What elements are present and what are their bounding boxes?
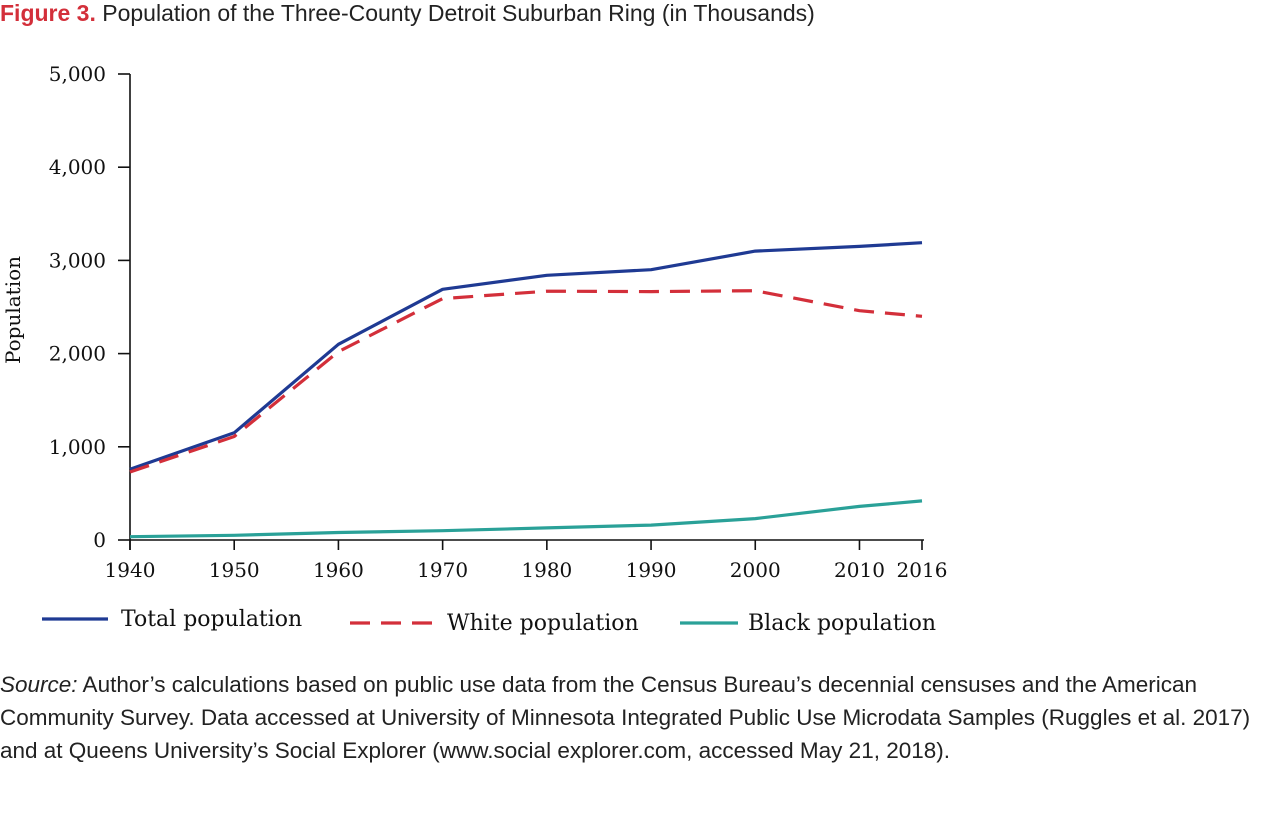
series-line-0 — [129, 241, 923, 471]
source-note: Source: Author’s calculations based on p… — [0, 668, 1278, 767]
y-axis-title: Population — [1, 256, 25, 364]
y-tick-label: 0 — [93, 528, 106, 552]
figure-title: Figure 3. Population of the Three-County… — [0, 0, 815, 27]
legend-label: White population — [447, 611, 639, 636]
source-prefix: Source: — [0, 672, 78, 697]
legend-label: Total population — [121, 607, 302, 632]
figure-label: Figure 3. — [0, 0, 96, 26]
x-tick-label: 1940 — [105, 558, 156, 582]
x-tick-label: 2016 — [897, 558, 948, 582]
source-text: Author’s calculations based on public us… — [0, 672, 1251, 763]
legend-label: Black population — [748, 611, 936, 636]
y-tick-label: 5,000 — [49, 62, 106, 86]
legend: Total population White population Black po… — [42, 607, 936, 636]
x-tick-label: 1990 — [626, 558, 677, 582]
x-tick-label: 1960 — [313, 558, 364, 582]
y-tick-label: 4,000 — [49, 155, 106, 179]
y-tick-label: 2,000 — [49, 342, 106, 366]
x-tick-label: 2000 — [730, 558, 781, 582]
line-chart: 0 1,000 2,000 3,000 4,000 5,000 1940 1950 1960 19… — [1, 62, 948, 636]
x-tick-label: 1950 — [209, 558, 260, 582]
x-tick-label: 2010 — [834, 558, 885, 582]
series-line-1 — [129, 289, 923, 474]
series-line-2 — [129, 499, 923, 539]
x-tick-label: 1970 — [417, 558, 468, 582]
plot-area: 0 1,000 2,000 3,000 4,000 5,000 1940 1950 1960 19… — [49, 62, 948, 582]
x-tick-label: 1980 — [521, 558, 572, 582]
y-tick-label: 1,000 — [49, 435, 106, 459]
figure-title-text: Population of the Three-County Detroit S… — [102, 0, 815, 26]
y-tick-label: 3,000 — [49, 248, 106, 272]
